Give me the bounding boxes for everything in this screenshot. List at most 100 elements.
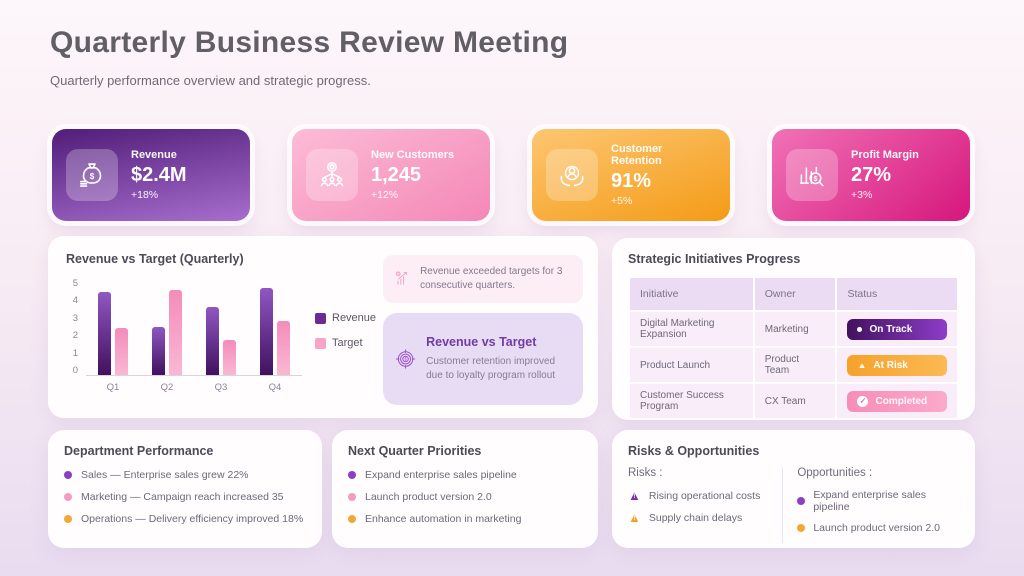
- risks-opportunities-title: Risks & Opportunities: [628, 444, 760, 458]
- list-item-text: Launch product version 2.0: [365, 491, 492, 503]
- target-bar: [277, 320, 290, 375]
- target-bar: [223, 340, 236, 375]
- column-header-initiative: Initiative: [630, 278, 753, 310]
- bullet-dot: [348, 471, 356, 479]
- status-label: Completed: [875, 395, 928, 407]
- status-cell: At Risk: [837, 348, 957, 382]
- risk-item: Supply chain delays: [628, 511, 772, 524]
- note-text: Revenue exceeded targets for 3 consecuti…: [420, 266, 563, 292]
- risks-heading: Risks :: [628, 467, 663, 479]
- table-header-row: Initiative Owner Status: [630, 278, 957, 310]
- page-subtitle: Quarterly performance overview and strat…: [50, 73, 371, 88]
- kpi-text: New Customers 1,245 +12%: [371, 149, 454, 201]
- kpi-row: $ Revenue $2.4M +18%: [52, 129, 970, 221]
- opportunities-heading: Opportunities :: [797, 467, 873, 479]
- dot-icon: [857, 326, 863, 332]
- table-row: Product Launch Product Team At Risk: [630, 348, 957, 382]
- revenue-bar: [206, 307, 219, 375]
- kpi-label: Revenue: [131, 149, 177, 161]
- list-item-text: Enhance automation in marketing: [365, 513, 522, 525]
- y-axis: 5 4 3 2 1 0: [66, 278, 78, 376]
- kpi-value: $2.4M: [131, 164, 187, 186]
- kpi-text: Customer Retention 91% +5%: [611, 143, 716, 207]
- list-item: Launch product version 2.0: [348, 491, 582, 503]
- bar-group: [260, 278, 290, 375]
- bullet-dot: [797, 524, 806, 532]
- kpi-label: New Customers: [371, 149, 455, 161]
- list-item: Sales — Enterprise sales grew 22%: [64, 469, 306, 481]
- table-row: Digital Marketing Expansion Marketing On…: [630, 312, 957, 346]
- risk-item: Rising operational costs: [628, 489, 772, 502]
- opportunity-text: Expand enterprise sales pipeline: [813, 489, 926, 513]
- department-title: Department Performance: [64, 444, 214, 458]
- kpi-delta: +3%: [851, 189, 873, 201]
- list-item: Expand enterprise sales pipeline: [348, 469, 582, 481]
- initiatives-panel: Strategic Initiatives Progress Initiativ…: [612, 238, 975, 420]
- kpi-delta: +5%: [611, 195, 633, 207]
- priorities-title: Next Quarter Priorities: [348, 444, 482, 458]
- initiatives-title: Strategic Initiatives Progress: [628, 252, 801, 266]
- risks-column: Risks : Rising operational costs Supply …: [628, 467, 784, 543]
- list-item: Marketing — Campaign reach increased 35: [64, 491, 306, 503]
- insight-text: Customer retention improved due to loyal…: [426, 356, 556, 382]
- kpi-value: 91%: [611, 170, 652, 192]
- next-quarter-priorities-panel: Next Quarter Priorities Expand enterpris…: [332, 430, 598, 548]
- kpi-text: Revenue $2.4M +18%: [131, 149, 187, 201]
- opportunity-item: Expand enterprise sales pipeline: [797, 489, 959, 513]
- column-header-status: Status: [837, 278, 957, 310]
- warning-triangle-icon: [628, 511, 641, 524]
- growth-chart-icon: $: [395, 271, 407, 285]
- revenue-chart-panel: Revenue vs Target (Quarterly) 5 4 3 2 1 0 Q1 Q…: [48, 236, 598, 418]
- bar-group: [98, 278, 128, 375]
- page-title: Quarterly Business Review Meeting: [50, 26, 569, 59]
- chart-title: Revenue vs Target (Quarterly): [66, 252, 244, 266]
- owner-cell: CX Team: [754, 384, 836, 418]
- x-tick-label: Q1: [106, 382, 120, 393]
- svg-text:$: $: [397, 272, 399, 276]
- svg-text:$: $: [404, 357, 407, 362]
- opportunities-column: Opportunities : Expand enterprise sales …: [783, 467, 959, 543]
- initiative-cell: Customer Success Program: [630, 384, 753, 418]
- y-tick-label: 3: [72, 312, 78, 324]
- kpi-card-profit-margin: $ Profit Margin 27% +3%: [772, 129, 970, 221]
- bullet-dot: [64, 515, 72, 523]
- legend-swatch: [315, 312, 326, 324]
- bar-group: [206, 278, 236, 375]
- list-item: Operations — Delivery efficiency improve…: [64, 513, 306, 525]
- kpi-delta: +18%: [131, 189, 159, 201]
- kpi-delta: +12%: [371, 189, 399, 201]
- y-tick-label: 0: [72, 364, 78, 376]
- initiative-cell: Digital Marketing Expansion: [630, 312, 753, 346]
- bullet-dot: [348, 515, 356, 523]
- legend-label: Revenue: [332, 312, 377, 324]
- bar-plot: [86, 278, 302, 376]
- warning-icon: [857, 361, 866, 370]
- kpi-card-customer-retention: Customer Retention 91% +5%: [532, 129, 730, 221]
- status-cell: On Track: [837, 312, 957, 346]
- kpi-label: Profit Margin: [851, 149, 919, 161]
- revenue-bar: [260, 287, 273, 375]
- list-item-text: Marketing — Campaign reach increased 35: [81, 491, 284, 503]
- x-axis-labels: Q1 Q2 Q3 Q4: [86, 382, 302, 393]
- initiative-cell: Product Launch: [630, 348, 753, 382]
- kpi-value: 1,245: [371, 164, 422, 186]
- kpi-value: 27%: [851, 164, 892, 186]
- owner-cell: Marketing: [754, 312, 836, 346]
- target-bar: [115, 328, 128, 375]
- money-bag-icon: $: [66, 149, 118, 201]
- status-cell: Completed: [837, 384, 957, 418]
- list-item-text: Sales — Enterprise sales grew 22%: [81, 469, 249, 481]
- table-row: Customer Success Program CX Team Complet…: [630, 384, 957, 418]
- y-tick-label: 5: [72, 278, 78, 289]
- network-users-icon: [306, 149, 358, 201]
- y-tick-label: 4: [72, 295, 78, 307]
- caring-hands-icon: [546, 149, 598, 201]
- svg-text:$: $: [814, 176, 818, 183]
- y-tick-label: 1: [72, 347, 78, 359]
- y-tick-label: 2: [72, 330, 78, 342]
- target-icon: $: [395, 349, 416, 370]
- opportunity-item: Launch product version 2.0: [797, 522, 959, 534]
- kpi-text: Profit Margin 27% +3%: [851, 149, 919, 201]
- risks-opportunities-panel: Risks & Opportunities Risks : Rising ope…: [612, 430, 975, 548]
